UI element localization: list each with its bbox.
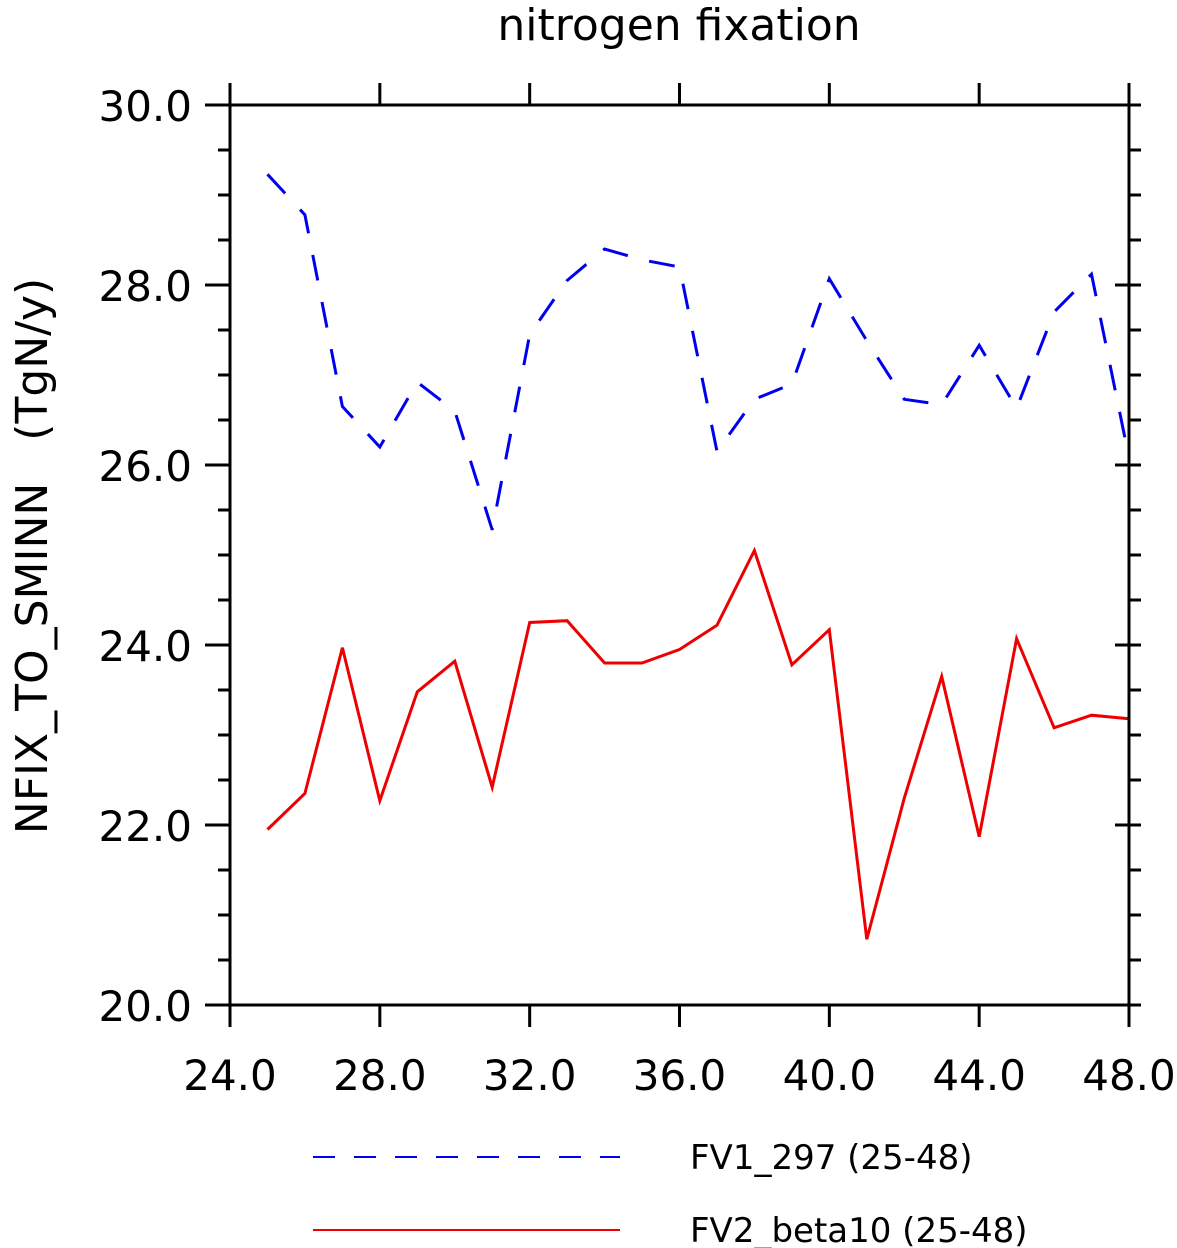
y-tick-label: 20.0 <box>98 982 192 1031</box>
legend-label-1: FV1_297 (25-48) <box>690 1138 972 1178</box>
y-tick-label: 28.0 <box>98 262 192 311</box>
y-tick-label: 22.0 <box>98 802 192 851</box>
series-line-2 <box>266 546 1130 940</box>
y-axis-label: NFIX_TO_SMINN (TgN/y) <box>7 278 58 834</box>
plot-frame <box>228 103 1131 1007</box>
chart-title: nitrogen fixation <box>497 0 860 51</box>
legend: FV1_297 (25-48) FV2_beta10 (25-48) <box>313 1138 1028 1248</box>
x-tick-label: 36.0 <box>633 1051 727 1100</box>
y-tick-label: 26.0 <box>98 442 192 491</box>
y-tick-label: 30.0 <box>98 82 192 131</box>
series-layer <box>266 173 1131 940</box>
x-tick-label: 32.0 <box>483 1051 577 1100</box>
x-tick-label: 44.0 <box>932 1051 1026 1100</box>
x-tick-label: 40.0 <box>783 1051 877 1100</box>
x-tick-label: 28.0 <box>333 1051 427 1100</box>
series-line-1 <box>266 173 1131 531</box>
y-tick-label: 24.0 <box>98 622 192 671</box>
x-tick-label: 24.0 <box>183 1051 277 1100</box>
legend-label-2: FV2_beta10 (25-48) <box>690 1211 1028 1248</box>
axis-ticks: 20.0 22.0 24.0 26.0 28.0 30.0 24.0 28.0 32.0 36.0… <box>98 82 1175 1100</box>
x-tick-label: 48.0 <box>1082 1051 1176 1100</box>
